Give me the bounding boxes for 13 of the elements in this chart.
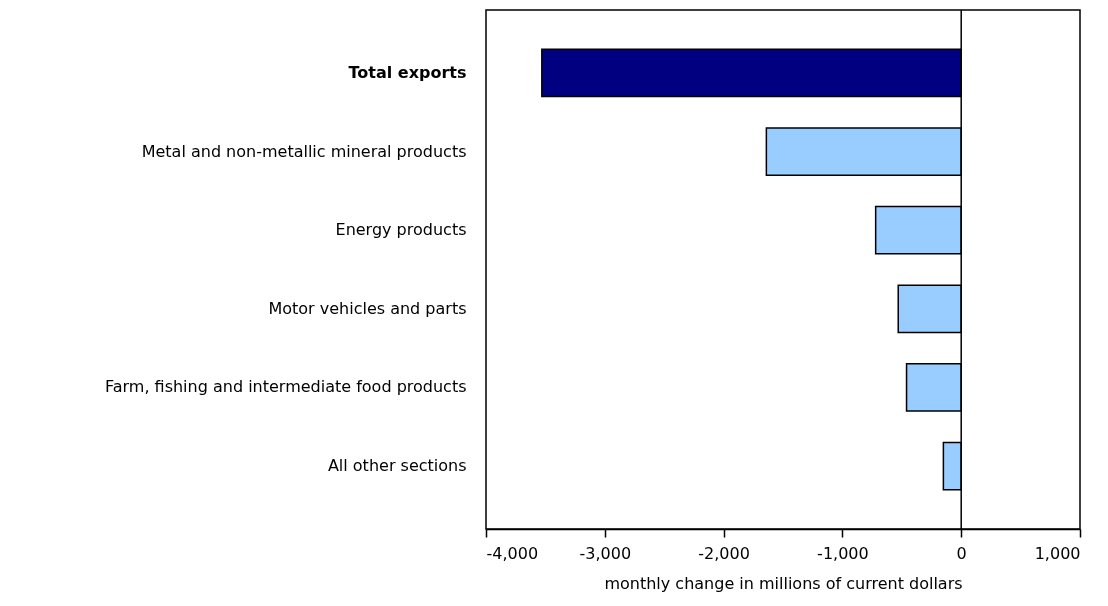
y-tick-label: Farm, fishing and intermediate food products bbox=[104, 377, 467, 397]
x-axis-title: monthly change in millions of current dollars bbox=[604, 573, 963, 593]
x-tick-label: 1,000 bbox=[1034, 543, 1081, 563]
x-tick-label: -1,000 bbox=[817, 543, 869, 563]
y-tick-label: Total exports bbox=[348, 62, 467, 82]
x-tick-label: -3,000 bbox=[579, 543, 632, 563]
x-tick-label: 0 bbox=[956, 543, 967, 563]
x-tick-label: -2,000 bbox=[698, 543, 750, 563]
y-tick-label: Energy products bbox=[335, 220, 467, 240]
y-tick-label: Motor vehicles and parts bbox=[268, 298, 467, 318]
x-tick-label: -4,000 bbox=[486, 543, 539, 563]
y-tick-label: Metal and non-metallic mineral products bbox=[141, 141, 467, 161]
y-tick-label: All other sections bbox=[327, 456, 467, 476]
